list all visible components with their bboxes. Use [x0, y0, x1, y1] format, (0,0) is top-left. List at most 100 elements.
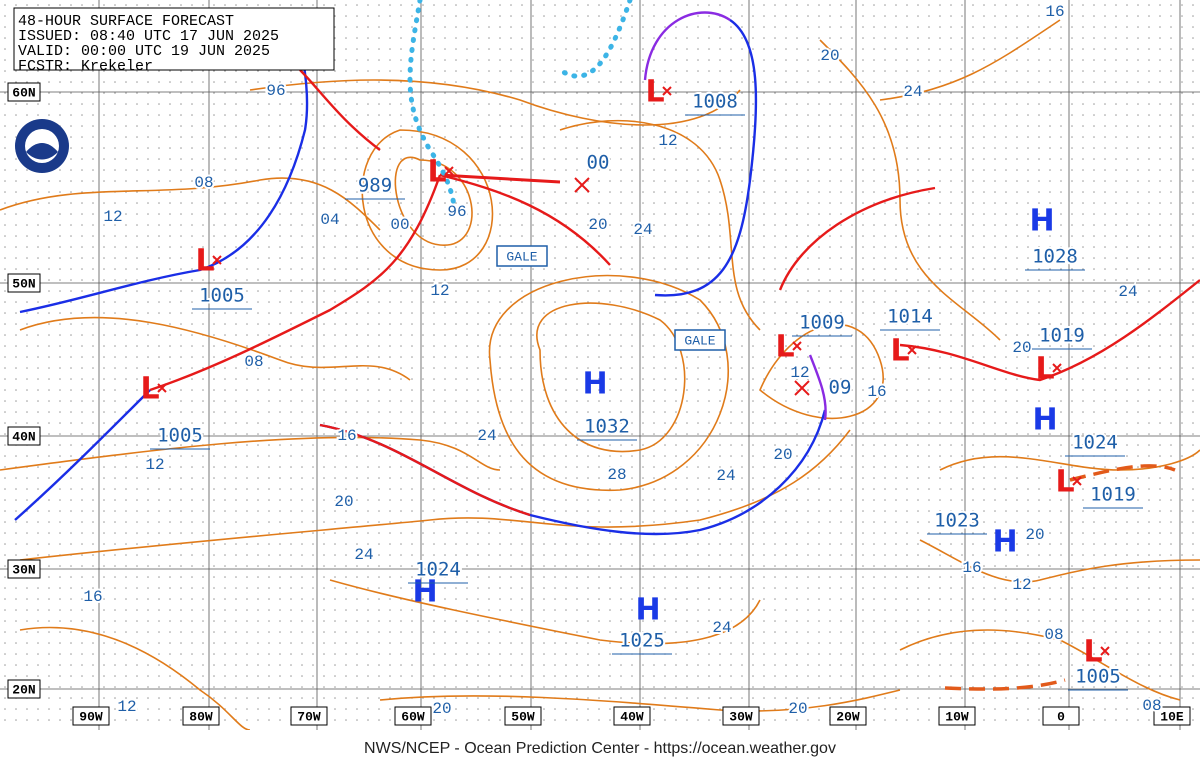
lon-label-box — [1042, 706, 1080, 726]
lat-label: 40N — [12, 429, 35, 444]
isobar-label: 24 — [1118, 283, 1137, 301]
isobar-label: 16 — [962, 559, 981, 577]
lon-label: 0 — [1057, 709, 1065, 724]
header-line: VALID: 00:00 UTC 19 JUN 2025 — [18, 43, 270, 60]
pressure-label: 1019 — [1039, 325, 1085, 347]
isobar-label: 24 — [716, 467, 735, 485]
isobar-label: 08 — [244, 353, 263, 371]
isobar-label: 20 — [1025, 526, 1044, 544]
low-symbol: L — [1035, 352, 1054, 387]
footer-band — [0, 730, 1200, 764]
low-x — [212, 255, 222, 265]
isobar-label: 24 — [903, 83, 922, 101]
header-box — [13, 7, 335, 71]
pressure-label: 1025 — [619, 630, 665, 652]
pressure-label: 1008 — [692, 91, 738, 113]
isobar-label: 12 — [117, 698, 136, 716]
footer-text: NWS/NCEP - Ocean Prediction Center - htt… — [364, 740, 836, 757]
future-x — [574, 177, 590, 193]
lat-label: 50N — [12, 276, 35, 291]
lat-label-box — [7, 426, 41, 446]
low-x — [444, 166, 454, 176]
pressure-label: 1005 — [199, 285, 245, 307]
lon-label-box — [722, 706, 760, 726]
pressure-label: 1024 — [415, 559, 461, 581]
pressure-label: 1024 — [1072, 432, 1118, 454]
lon-label-box — [504, 706, 542, 726]
lon-label: 30W — [729, 709, 753, 724]
future-pressure: 00 — [587, 152, 610, 174]
pressure-label: 1019 — [1090, 484, 1136, 506]
low-x — [1052, 363, 1062, 373]
high-symbol: H — [992, 525, 1017, 560]
isobar-label: 16 — [867, 383, 886, 401]
low-x — [907, 345, 917, 355]
low-symbol: L — [140, 372, 159, 407]
pressure-label: 1005 — [1075, 666, 1121, 688]
isobar-label: 20 — [820, 47, 839, 65]
isobar-label: 24 — [633, 221, 652, 239]
lon-label-box — [1153, 706, 1191, 726]
isobar-label: 08 — [1142, 697, 1161, 715]
lon-label: 10W — [945, 709, 969, 724]
lon-label: 90W — [79, 709, 103, 724]
isobar-label: 16 — [1045, 3, 1064, 21]
lon-label: 40W — [620, 709, 644, 724]
isobar-label: 16 — [83, 588, 102, 606]
isobar-label: 20 — [788, 700, 807, 718]
isobar-label: 04 — [320, 211, 339, 229]
future-x — [794, 380, 810, 396]
low-symbol: L — [1083, 635, 1102, 670]
high-symbol: H — [1032, 403, 1057, 438]
low-symbol: L — [427, 155, 446, 190]
lon-label-box — [290, 706, 328, 726]
isobar-label: 20 — [334, 493, 353, 511]
high-symbol: H — [1029, 204, 1054, 239]
lon-label: 20W — [836, 709, 860, 724]
pressure-label: 1028 — [1032, 246, 1078, 268]
isobar-label: 28 — [607, 466, 626, 484]
isobar-label: 12 — [145, 456, 164, 474]
pressure-label: 1009 — [799, 312, 845, 334]
header-line: FCSTR: Krekeler — [18, 58, 153, 75]
noaa-logo — [15, 119, 69, 173]
lon-label-box — [394, 706, 432, 726]
isobar-label: 12 — [1012, 576, 1031, 594]
isobar-label: 96 — [447, 203, 466, 221]
lon-label: 70W — [297, 709, 321, 724]
low-symbol: L — [195, 244, 214, 279]
low-x — [1100, 646, 1110, 656]
lat-label: 60N — [12, 85, 35, 100]
low-symbol: L — [645, 75, 664, 110]
map-background — [0, 0, 1200, 730]
high-symbol: H — [412, 575, 437, 610]
lon-label: 80W — [189, 709, 213, 724]
pressure-label: 1023 — [934, 510, 980, 532]
pressure-label: 1032 — [584, 416, 630, 438]
lat-label: 30N — [12, 562, 35, 577]
pressure-label: 1014 — [887, 306, 933, 328]
pressure-label: 1005 — [157, 425, 203, 447]
isobar-label: 16 — [337, 427, 356, 445]
lon-label-box — [613, 706, 651, 726]
isobar-label: 24 — [477, 427, 496, 445]
isobars — [0, 19, 1200, 731]
lat-label-box — [7, 82, 41, 102]
lon-label-box — [182, 706, 220, 726]
low-x — [662, 86, 672, 96]
low-symbol: L — [890, 334, 909, 369]
future-pressure: 09 — [829, 377, 852, 399]
pressure-label: 989 — [358, 175, 392, 197]
warning-label: GALE — [684, 333, 715, 348]
isobar-label: 20 — [432, 700, 451, 718]
warning-box — [674, 329, 726, 351]
header-line: 48-HOUR SURFACE FORECAST — [18, 13, 234, 30]
low-x — [1072, 476, 1082, 486]
fronts — [14, 11, 1200, 691]
isobar-label: 20 — [773, 446, 792, 464]
lat-label: 20N — [12, 682, 35, 697]
lat-label-box — [7, 559, 41, 579]
isobar-label: 24 — [354, 546, 373, 564]
